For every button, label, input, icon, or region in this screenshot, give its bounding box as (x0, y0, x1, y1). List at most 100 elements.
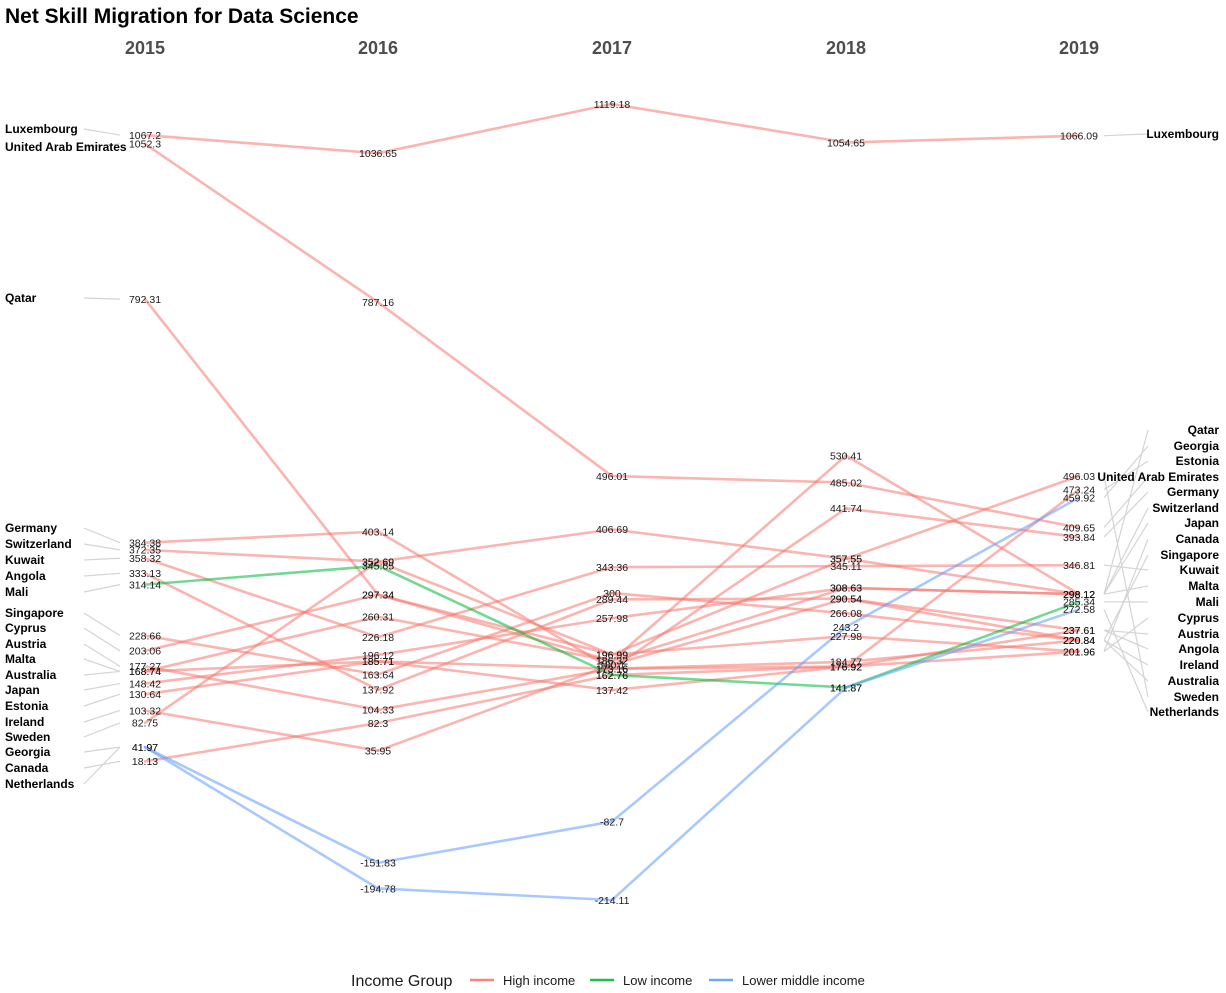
country-label-left-mali: Mali (5, 585, 28, 599)
value-label-canada-2015: 18.13 (132, 756, 158, 768)
value-label-malta-2017: 186.32 (596, 656, 628, 668)
line-japan-2017-2018 (610, 586, 848, 620)
value-label-canada-2016: 82.3 (368, 718, 389, 730)
line-netherlands-2018-2019 (844, 608, 1081, 689)
line-sweden-2017-2018 (610, 557, 848, 656)
country-label-left-malta: Malta (5, 652, 36, 666)
leader-left-angola (83, 572, 121, 577)
line-qatar-2018-2019 (844, 454, 1081, 596)
country-label-right-canada: Canada (1176, 532, 1220, 546)
value-label-canada-2017: 162.76 (596, 670, 628, 682)
value-label-sweden-2015: 82.75 (132, 718, 158, 730)
leader-left-luxembourg (83, 128, 121, 136)
leader-left-georgia (83, 746, 121, 753)
value-label-japan-2017: 257.98 (596, 613, 628, 625)
line-mali-2017-2018 (610, 673, 848, 689)
leader-left-japan (83, 682, 121, 691)
value-label-malta-2015: 168.74 (129, 666, 161, 678)
line-germany-2018-2019 (844, 507, 1081, 539)
line-netherlands-2015-2016 (143, 745, 380, 890)
line-austria-2015-2016 (143, 665, 380, 712)
value-label-qatar-2016: 297.34 (362, 589, 394, 601)
country-label-left-germany: Germany (5, 521, 57, 535)
value-label-australia-2016: 185.71 (362, 656, 394, 668)
value-labels: 1067.2 1036.65 1119.18 1054.65 1066.09 1052.3… (129, 99, 1098, 907)
country-label-right-estonia: Estonia (1176, 454, 1220, 468)
year-header-2018: 2018 (826, 38, 866, 58)
value-label-singapore-2015: 228.66 (129, 630, 161, 642)
country-label-right-cyprus: Cyprus (1178, 611, 1220, 625)
line-kuwait-2018-2019 (844, 563, 1081, 568)
line-georgia-2017-2018 (610, 625, 848, 823)
value-label-ireland-2015: 103.32 (129, 705, 161, 717)
leader-left-cyprus (83, 627, 121, 652)
value-label-mali-2019: 285.34 (1063, 597, 1095, 609)
leader-left-ireland (83, 709, 121, 723)
leader-right-austria (1103, 629, 1149, 635)
value-label-sweden-2019: 496.03 (1063, 471, 1095, 483)
line-sweden-2016-2017 (376, 560, 614, 656)
value-label-japan-2015: 148.42 (129, 678, 161, 690)
line-netherlands-2017-2018 (610, 686, 848, 902)
country-label-right-united-arab-emirates: United Arab Emirates (1097, 470, 1219, 484)
leader-right-united-arab-emirates (1103, 476, 1149, 528)
line-qatar-2017-2018 (610, 454, 848, 663)
country-label-left-australia: Australia (5, 668, 57, 682)
country-label-right-angola: Angola (1178, 642, 1219, 656)
line-ireland-2016-2017 (376, 663, 614, 753)
line-luxembourg-2015-2016 (143, 133, 380, 155)
value-label-united-arab-emirates-2015: 1052.3 (129, 139, 161, 151)
value-label-canada-2019: 201.96 (1063, 646, 1095, 658)
legend: Income Group High income Low income Lower … (351, 973, 865, 990)
line-united-arab-emirates-2016-2017 (376, 300, 614, 478)
line-estonia-2017-2018 (610, 665, 848, 692)
value-label-georgia-2016: -151.83 (360, 858, 396, 870)
leader-right-switzerland (1103, 507, 1149, 595)
value-label-estonia-2017: 137.42 (596, 685, 628, 697)
value-label-qatar-2015: 792.31 (129, 294, 161, 306)
value-label-cyprus-2018: 227.98 (830, 631, 862, 643)
line-georgia-2016-2017 (376, 820, 614, 865)
value-label-sweden-2016: 352.69 (362, 556, 394, 568)
value-label-angola-2016: 137.92 (362, 685, 394, 697)
value-label-qatar-2018: 530.41 (830, 450, 862, 462)
line-angola-2015-2016 (143, 571, 380, 692)
value-label-switzerland-2017: 406.69 (596, 524, 628, 536)
value-label-united-arab-emirates-2018: 485.02 (830, 477, 862, 489)
country-label-right-singapore: Singapore (1160, 548, 1219, 562)
leader-right-cyprus (1103, 617, 1149, 653)
value-label-australia-2017: 173.16 (596, 664, 628, 676)
country-labels-left: Luxembourg United Arab Emirates Qatar Germa… (5, 122, 127, 791)
value-label-georgia-2017: -82.7 (600, 816, 624, 828)
country-label-left-canada: Canada (5, 761, 49, 775)
leader-left-austria (83, 643, 121, 667)
value-label-australia-2018: 184.77 (830, 657, 862, 669)
leader-left-mali (83, 584, 121, 593)
country-label-right-kuwait: Kuwait (1180, 563, 1219, 577)
value-label-germany-2016: 403.14 (362, 526, 394, 538)
country-label-left-japan: Japan (5, 683, 40, 697)
line-cyprus-2015-2016 (143, 593, 380, 653)
value-label-japan-2016: 196.12 (362, 650, 394, 662)
line-kuwait-2015-2016 (143, 556, 380, 639)
country-label-left-sweden: Sweden (5, 730, 50, 744)
line-luxembourg-2016-2017 (376, 102, 614, 155)
value-label-singapore-2017: 300 (603, 588, 621, 600)
line-canada-2017-2018 (610, 665, 848, 677)
country-label-left-netherlands: Netherlands (5, 777, 75, 791)
line-singapore-2016-2017 (376, 591, 614, 676)
value-label-angola-2019: 237.61 (1063, 625, 1095, 637)
value-label-malta-2019: 298.12 (1063, 589, 1095, 601)
country-label-left-luxembourg: Luxembourg (5, 122, 78, 136)
value-label-sweden-2018: 357.55 (830, 554, 862, 566)
leader-left-estonia (83, 693, 121, 707)
line-japan-2016-2017 (376, 616, 614, 657)
legend-title: Income Group (351, 973, 452, 990)
leader-left-sweden (83, 722, 121, 738)
line-canada-2016-2017 (376, 673, 614, 725)
line-australia-2016-2017 (376, 659, 614, 671)
line-estonia-2016-2017 (376, 659, 614, 692)
legend-label-high-income: High income (503, 973, 575, 988)
value-label-austria-2019: 237.61 (1063, 625, 1095, 637)
line-netherlands-2016-2017 (376, 887, 614, 902)
